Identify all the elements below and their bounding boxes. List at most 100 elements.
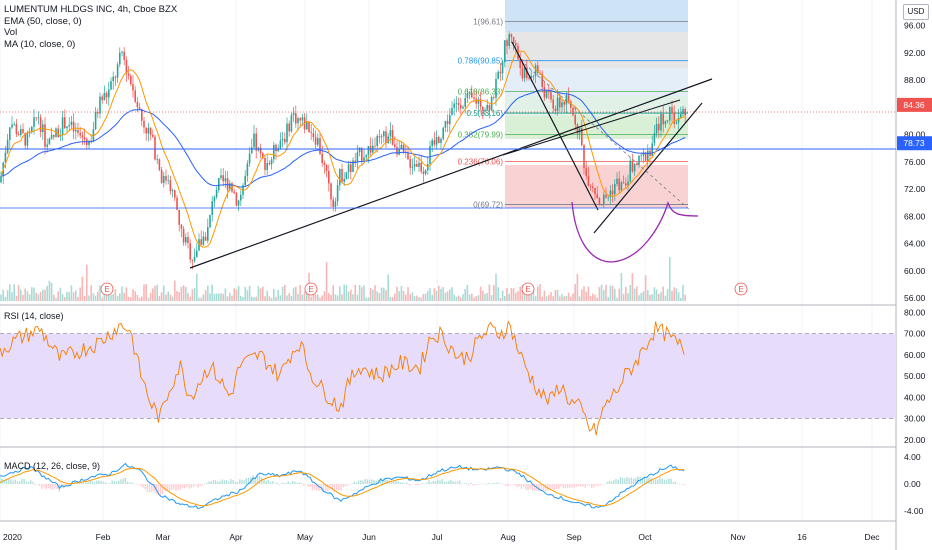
candle-body (519, 59, 521, 68)
candle-body (209, 214, 211, 228)
candle-body (24, 132, 26, 146)
macd-hist-bar (142, 484, 144, 488)
purple-rounding-curve[interactable] (571, 200, 699, 263)
macd-hist-bar (593, 484, 595, 488)
candle-body (312, 133, 315, 137)
volume-bar (191, 289, 194, 301)
volume-bar (545, 296, 548, 301)
macd-hist-bar (49, 484, 52, 490)
candle-body (13, 123, 15, 125)
candle-body (658, 123, 660, 131)
volume-bar (37, 294, 40, 301)
indicator-vol-label[interactable]: Vol (4, 27, 18, 38)
candle-body (416, 163, 418, 167)
macd-hist-bar (654, 479, 657, 484)
trendline-down-leg[interactable] (511, 41, 599, 211)
currency-button[interactable]: USD (903, 4, 929, 20)
macd-hist-bar (584, 484, 586, 488)
volume-bar (550, 292, 552, 301)
macd-hist-bar (294, 481, 296, 484)
candle-body (237, 200, 240, 206)
macd-hist-bar (423, 483, 426, 485)
macd-hist-bar (331, 484, 333, 490)
fib-label: 1(96.61) (473, 17, 503, 26)
macd-hist-bar (274, 483, 276, 484)
candle-body (103, 93, 106, 101)
trendline-lower[interactable] (189, 78, 713, 269)
volume-bar (6, 290, 9, 301)
macd-hist-bar (487, 482, 490, 484)
volume-bar (48, 280, 51, 301)
trendline-channel-up[interactable] (593, 102, 703, 234)
volume-bar (167, 291, 169, 301)
candle-body (79, 132, 81, 136)
indicator-ema-label[interactable]: EMA (50, close, 0) (4, 15, 82, 27)
macd-hist-bar (549, 484, 551, 490)
rsi-band (0, 333, 896, 419)
volume-bar (669, 257, 671, 301)
time-axis-label: May (297, 532, 314, 542)
candle-body (251, 147, 253, 154)
macd-hist-bar (98, 480, 100, 484)
volume-bar (50, 282, 53, 301)
candle-body (193, 256, 196, 261)
indicator-ma-label[interactable]: MA (10, close, 0) (4, 38, 76, 50)
candle-body (185, 237, 187, 243)
macd-hist-bar (586, 484, 589, 486)
macd-hist-bar (131, 482, 133, 484)
macd-hist-bar (225, 480, 228, 484)
candle-body (365, 155, 367, 158)
volume-bar (506, 288, 508, 301)
trendline-wedge-upper[interactable] (502, 99, 681, 156)
time-axis-label: Jul (432, 532, 443, 542)
volume-bar (24, 288, 26, 301)
candle-body (66, 126, 68, 129)
volume-bar (629, 285, 631, 301)
volume-bar (451, 287, 453, 301)
macd-hist-bar (192, 484, 195, 488)
macd-pane-label[interactable]: MACD (12, 26, close, 9) (4, 461, 101, 471)
volume-bar (105, 291, 108, 301)
candle-body (550, 92, 552, 100)
macd-hist-bar (190, 484, 193, 488)
candle-body (248, 153, 251, 164)
candle-body (378, 136, 381, 138)
candle-body (598, 198, 601, 206)
volume-bar (286, 295, 288, 301)
time-axis-label: 16 (797, 532, 807, 542)
volume-bar (620, 273, 623, 301)
macd-hist-bar (38, 484, 41, 486)
volume-bar (94, 295, 97, 301)
price-axis-label: 56.00 (904, 293, 926, 303)
candle-body (616, 178, 618, 184)
earnings-icon (304, 282, 318, 296)
candle-body (204, 236, 207, 241)
macd-hist-bar (340, 484, 342, 491)
candle-body (277, 148, 279, 152)
candle-body (149, 127, 152, 135)
macd-hist-bar (96, 480, 98, 484)
symbol-title[interactable]: LUMENTUM HLDGS INC, 4h, Cboe BZX (4, 4, 178, 15)
candle-body (413, 163, 416, 167)
volume-bar (660, 291, 662, 301)
volume-bar (343, 284, 345, 301)
candle-body (585, 168, 587, 176)
volume-bar (460, 297, 462, 301)
candle-body (596, 194, 598, 199)
candle-body (449, 115, 451, 125)
macd-hist-bar (124, 477, 127, 484)
macd-hist-bar (307, 484, 309, 487)
candle-body (182, 228, 185, 243)
volume-bar (237, 286, 240, 301)
candle-body (292, 113, 295, 116)
macd-hist-bar (668, 478, 670, 484)
candle-body (101, 96, 103, 101)
macd-hist-bar (362, 480, 364, 484)
candle-body (442, 127, 444, 139)
rsi-pane-label[interactable]: RSI (14, close) (4, 311, 64, 321)
candle-body (28, 131, 31, 134)
candle-body (50, 134, 53, 139)
time-axis-label: Feb (96, 532, 111, 542)
volume-bar (435, 290, 438, 301)
